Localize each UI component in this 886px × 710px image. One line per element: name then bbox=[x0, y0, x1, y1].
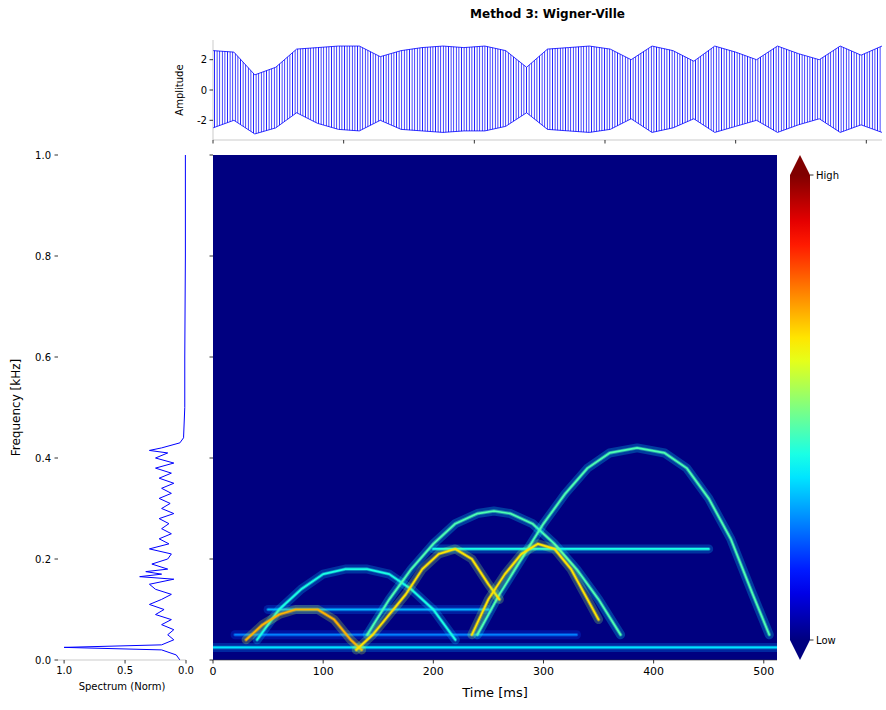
y-tick-label: -2 bbox=[197, 115, 207, 126]
signal-upper bbox=[213, 46, 882, 75]
colorbar-tick-label: High bbox=[816, 170, 839, 181]
x-tick bbox=[604, 140, 605, 144]
x-tick-label: 500 bbox=[753, 665, 774, 678]
colorbar-tick-label: Low bbox=[816, 635, 836, 646]
y-tick bbox=[210, 90, 214, 91]
ridge-glow bbox=[235, 630, 576, 639]
ridge-halo bbox=[433, 547, 708, 551]
colorbar-extend-high bbox=[790, 155, 810, 175]
y-tick-label: 2 bbox=[201, 54, 207, 65]
x-axis-title: Time [ms] bbox=[461, 685, 528, 700]
x-tick bbox=[186, 660, 187, 664]
x-tick-label: 300 bbox=[533, 665, 554, 678]
y-tick bbox=[55, 155, 59, 156]
ridge-glow bbox=[472, 544, 599, 635]
ridge-halo bbox=[477, 448, 769, 635]
colorbar-tick bbox=[810, 640, 814, 641]
x-tick bbox=[323, 660, 324, 664]
x-tick bbox=[343, 140, 344, 144]
y-tick bbox=[210, 256, 214, 257]
y-tick bbox=[210, 357, 214, 358]
x-tick bbox=[866, 140, 867, 144]
y-axis-title: Amplitude bbox=[174, 64, 185, 115]
ridge-glow bbox=[433, 544, 708, 553]
ridge-group bbox=[213, 448, 777, 650]
ridge-halo bbox=[213, 646, 777, 650]
y-tick bbox=[55, 660, 59, 661]
x-tick bbox=[213, 660, 214, 664]
chart-root: -2 0 2 Amplitude Method 3: Wigner-Ville 0 100 2… bbox=[0, 0, 886, 710]
y-axis-title: Frequency [kHz] bbox=[9, 359, 23, 456]
x-tick-label: 400 bbox=[643, 665, 664, 678]
heatmap-background bbox=[213, 155, 777, 660]
ridge bbox=[356, 549, 499, 650]
y-tick bbox=[55, 256, 59, 257]
y-tick-label: 0.2 bbox=[35, 554, 51, 565]
y-tick bbox=[210, 660, 214, 661]
x-tick-label: 1.0 bbox=[56, 665, 72, 676]
ridge bbox=[433, 548, 708, 550]
y-tick-label: 0.0 bbox=[35, 655, 51, 666]
y-tick bbox=[55, 559, 59, 560]
x-tick bbox=[653, 660, 654, 664]
x-tick bbox=[213, 140, 214, 144]
x-tick-label: 200 bbox=[423, 665, 444, 678]
x-axis-title: Spectrum (Norm) bbox=[79, 681, 166, 692]
signal-band bbox=[213, 46, 882, 134]
colorbar-extend-low bbox=[790, 640, 810, 660]
x-tick bbox=[474, 140, 475, 144]
ridge-halo bbox=[257, 569, 455, 640]
ridge bbox=[246, 610, 362, 650]
x-tick-label: 100 bbox=[313, 665, 334, 678]
ridge-glow bbox=[477, 448, 769, 635]
x-tick bbox=[125, 660, 126, 664]
ridge-halo bbox=[235, 633, 576, 637]
y-tick-label: 0.4 bbox=[35, 453, 51, 464]
y-tick-label: 1.0 bbox=[35, 150, 51, 161]
ridge-glow bbox=[367, 511, 620, 635]
y-tick-label: 0 bbox=[201, 85, 207, 96]
x-tick bbox=[433, 660, 434, 664]
x-tick-label: 0.0 bbox=[178, 665, 194, 676]
colorbar-tick bbox=[810, 175, 814, 176]
x-tick-label: 0.5 bbox=[117, 665, 133, 676]
ridge bbox=[213, 647, 777, 649]
ridge-glow bbox=[356, 549, 499, 650]
x-axis-line bbox=[58, 660, 186, 661]
signal-group bbox=[213, 46, 882, 134]
y-tick bbox=[210, 59, 214, 60]
ridge bbox=[472, 544, 599, 635]
ridge-glow bbox=[246, 610, 362, 650]
y-tick-label: 0.8 bbox=[35, 251, 51, 262]
ridge-glow bbox=[213, 643, 777, 652]
ridge-halo bbox=[246, 610, 362, 650]
y-tick-label: 0.6 bbox=[35, 352, 51, 363]
colorbar bbox=[790, 175, 810, 640]
ridge bbox=[367, 511, 620, 635]
spectrum-line bbox=[64, 155, 185, 660]
y-tick bbox=[55, 458, 59, 459]
y-tick bbox=[210, 559, 214, 560]
x-axis-line bbox=[213, 140, 882, 141]
x-tick bbox=[64, 660, 65, 664]
y-tick bbox=[210, 458, 214, 459]
signal-lower bbox=[213, 113, 882, 134]
y-tick bbox=[210, 155, 214, 156]
x-axis-line bbox=[213, 660, 777, 661]
y-tick bbox=[210, 120, 214, 121]
x-tick bbox=[763, 660, 764, 664]
ridge bbox=[477, 448, 769, 635]
y-tick bbox=[55, 357, 59, 358]
chart-title: Method 3: Wigner-Ville bbox=[470, 7, 625, 21]
spectrum-group bbox=[64, 155, 185, 660]
x-tick-label: 0 bbox=[210, 665, 217, 678]
ridge-halo bbox=[472, 544, 599, 635]
ridge-halo bbox=[356, 549, 499, 650]
ridge bbox=[257, 569, 455, 640]
x-tick bbox=[543, 660, 544, 664]
ridge bbox=[235, 634, 576, 636]
x-tick bbox=[735, 140, 736, 144]
ridge-glow bbox=[257, 569, 455, 640]
ridge-halo bbox=[367, 511, 620, 635]
